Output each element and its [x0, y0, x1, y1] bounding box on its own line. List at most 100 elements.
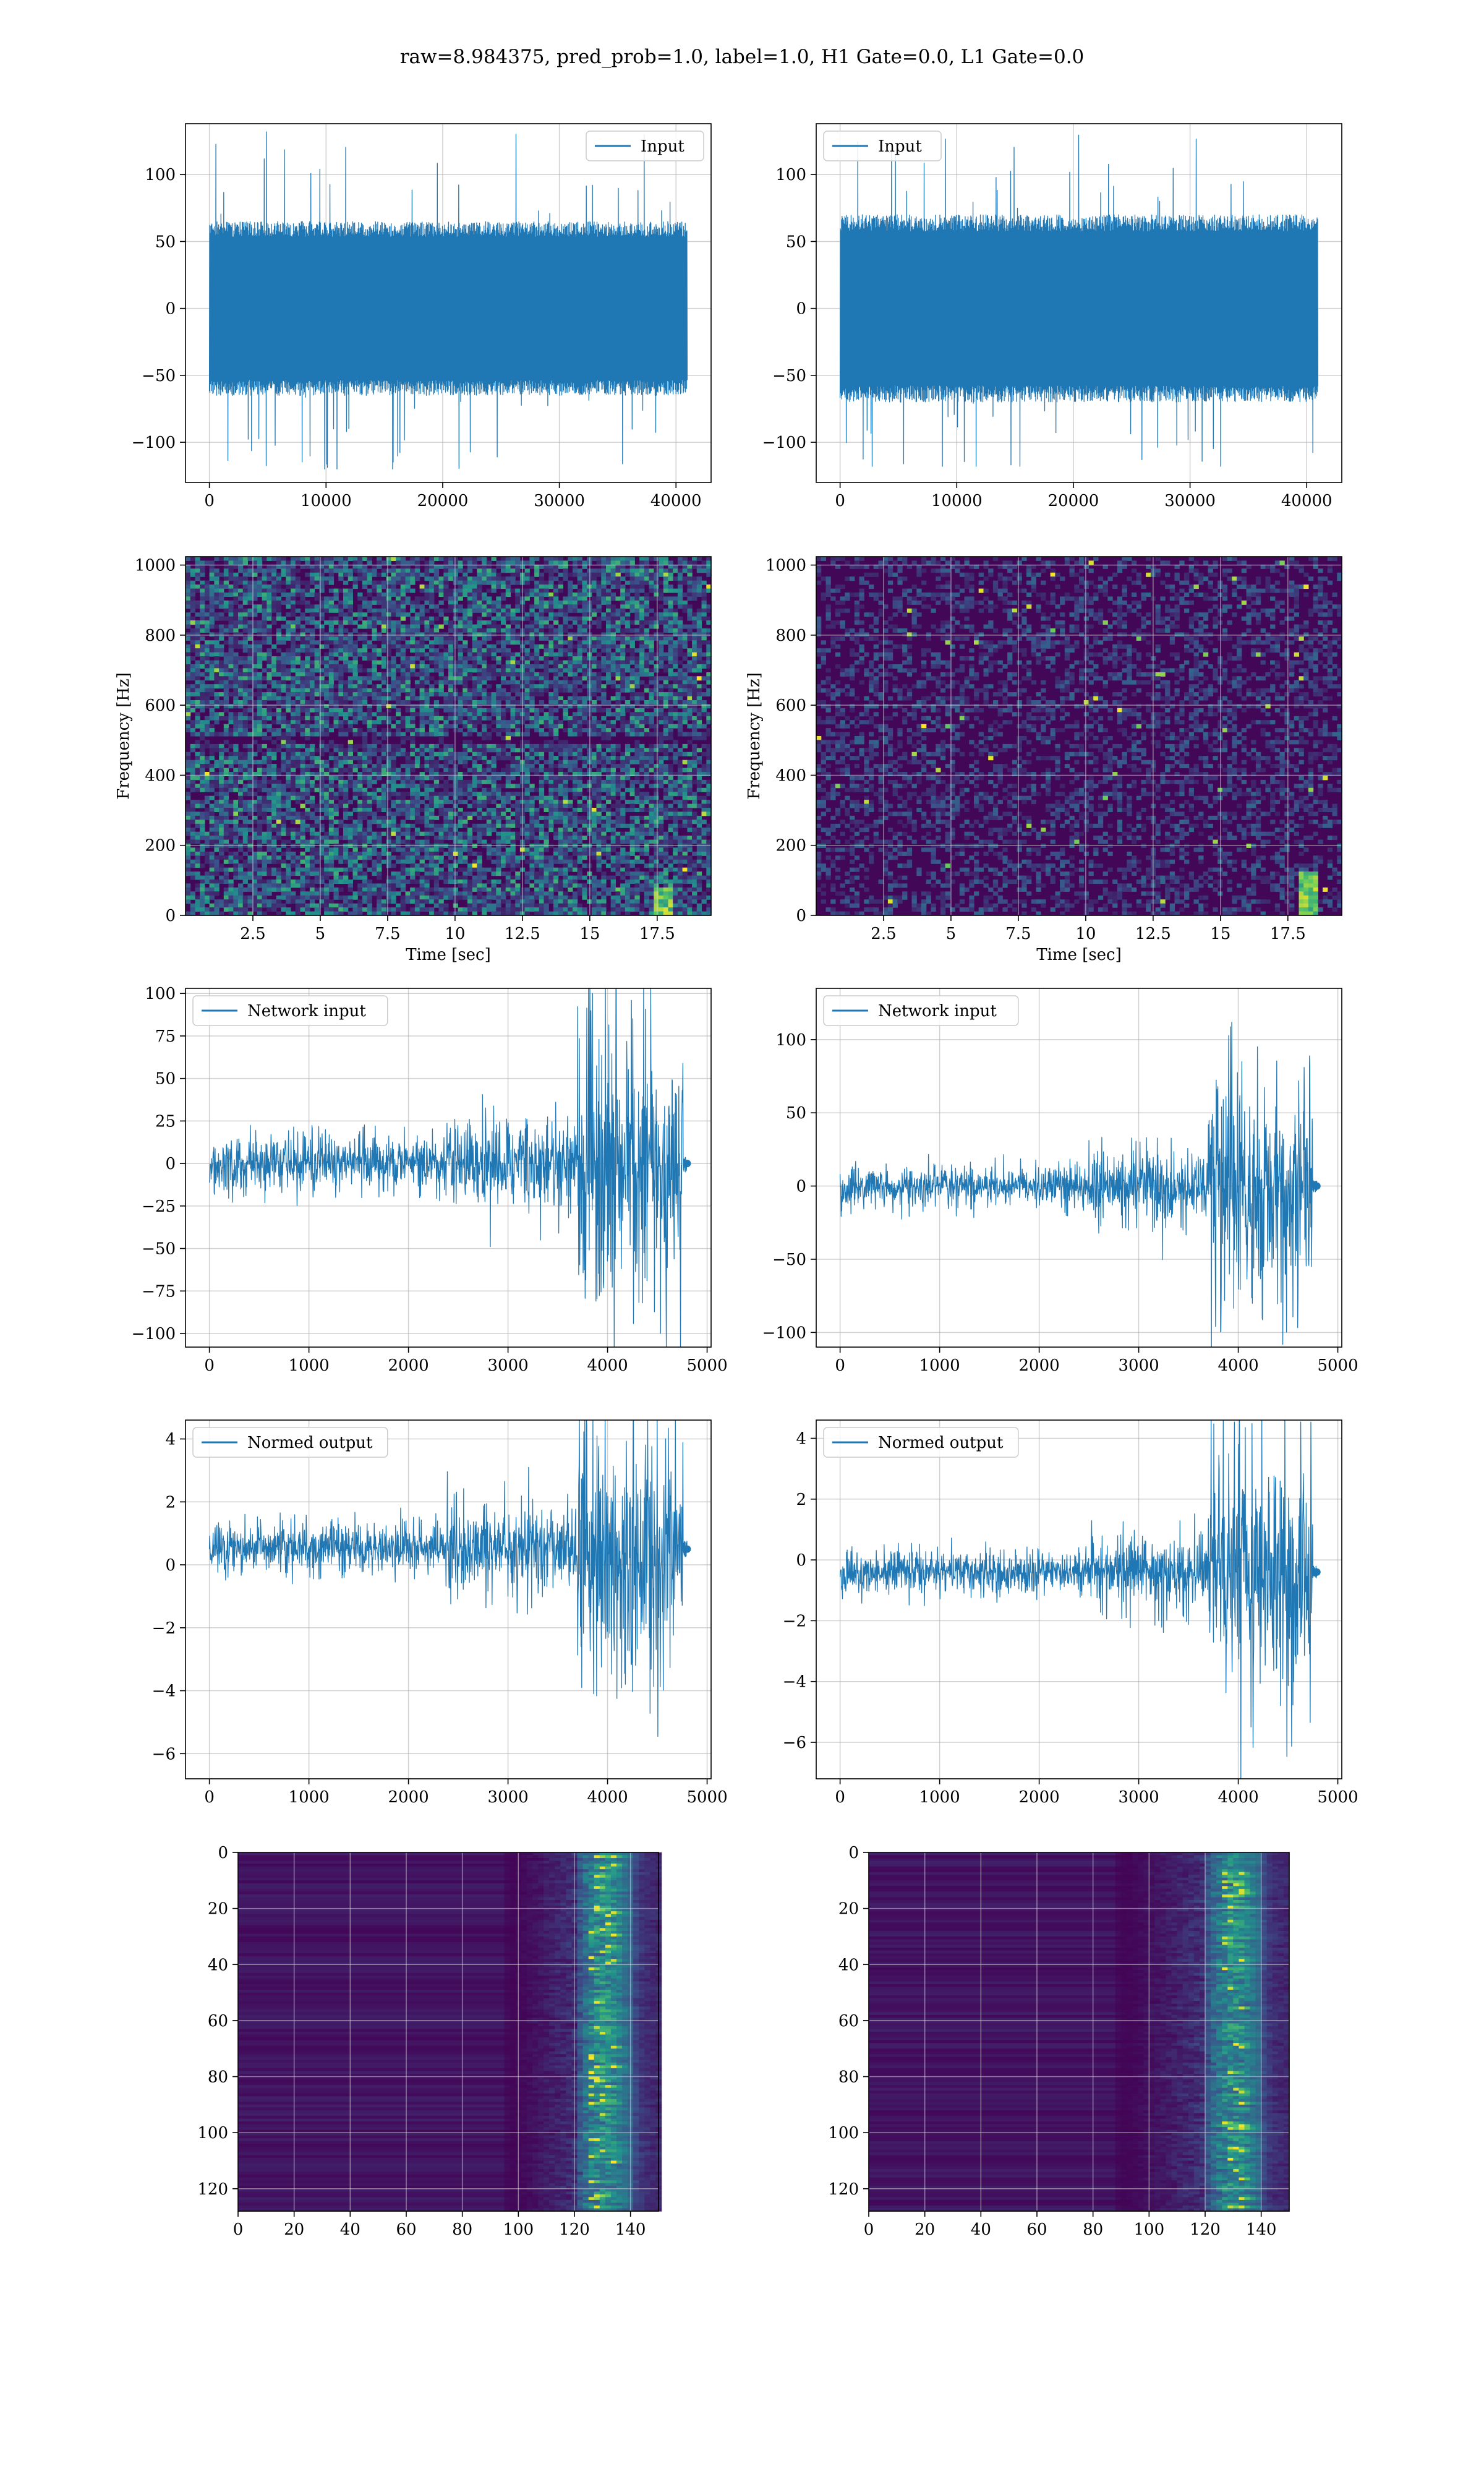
heatmap-cell: [663, 751, 668, 756]
heatmap-cell: [610, 743, 616, 748]
heatmap-cell: [687, 779, 693, 784]
heatmap-cell: [501, 648, 506, 653]
heatmap-cell: [701, 560, 707, 565]
heatmap-cell: [453, 632, 458, 637]
heatmap-cell: [233, 688, 239, 693]
heatmap-cell: [195, 644, 200, 649]
heatmap-cell: [515, 764, 521, 769]
heatmap-cell: [400, 580, 406, 585]
heatmap-cell: [281, 732, 286, 737]
heatmap-cell: [620, 684, 626, 689]
heatmap-cell: [433, 656, 440, 661]
heatmap-cell: [281, 660, 286, 665]
heatmap-cell: [634, 700, 640, 704]
heatmap-cell: [467, 708, 473, 713]
heatmap-cell: [367, 779, 372, 784]
heatmap-cell: [419, 684, 425, 689]
heatmap-cell: [204, 604, 210, 609]
heatmap-cell: [396, 720, 401, 725]
heatmap-cell: [228, 593, 234, 597]
heatmap-cell: [233, 784, 239, 789]
heatmap-cell: [362, 684, 368, 689]
heatmap-cell: [309, 568, 315, 573]
heatmap-cell: [271, 748, 277, 753]
heatmap-cell: [596, 772, 602, 776]
heatmap-cell: [242, 743, 248, 748]
heatmap-cell: [534, 724, 540, 729]
heatmap-cell: [544, 668, 549, 673]
heatmap-cell: [515, 568, 521, 573]
heatmap-cell: [233, 787, 239, 792]
heatmap-cell: [228, 612, 234, 617]
heatmap-cell: [328, 776, 335, 781]
heatmap-cell: [692, 620, 697, 625]
heatmap-cell: [529, 624, 535, 629]
heatmap-cell: [625, 560, 631, 565]
heatmap-cell: [400, 668, 406, 673]
heatmap-cell: [501, 680, 506, 685]
heatmap-cell: [381, 604, 387, 609]
heatmap-cell: [396, 628, 401, 633]
heatmap-cell: [601, 692, 607, 697]
heatmap-cell: [572, 768, 578, 773]
heatmap-cell: [606, 776, 612, 781]
heatmap-cell: [524, 764, 530, 769]
heatmap-cell: [639, 748, 645, 753]
heatmap-cell: [391, 676, 396, 681]
heatmap-cell: [319, 580, 325, 585]
heatmap-cell: [286, 692, 291, 697]
heatmap-cell: [252, 604, 258, 609]
heatmap-cell: [687, 704, 693, 709]
heatmap-cell: [568, 640, 573, 645]
heatmap-cell: [701, 708, 707, 713]
heatmap-cell: [591, 568, 597, 573]
heatmap-cell: [367, 784, 372, 789]
heatmap-cell: [701, 664, 707, 669]
heatmap-cell: [238, 712, 244, 717]
heatmap-cell: [539, 776, 545, 781]
heatmap-cell: [400, 751, 406, 756]
heatmap-cell: [687, 772, 693, 776]
heatmap-cell: [639, 612, 645, 617]
heatmap-cell: [515, 604, 521, 609]
heatmap-cell: [419, 743, 425, 748]
heatmap-cell: [477, 668, 482, 673]
heatmap-cell: [515, 564, 521, 569]
heatmap-cell: [300, 776, 305, 781]
heatmap-cell: [572, 656, 578, 661]
heatmap-cell: [286, 612, 291, 617]
heatmap-cell: [195, 787, 200, 792]
heatmap-cell: [362, 748, 368, 753]
heatmap-cell: [644, 700, 650, 704]
heatmap-cell: [654, 712, 659, 717]
heatmap-cell: [295, 580, 301, 585]
heatmap-cell: [649, 716, 654, 721]
heatmap-cell: [629, 588, 635, 593]
heatmap-cell: [333, 593, 339, 597]
heatmap-cell: [682, 720, 688, 725]
heatmap-cell: [482, 680, 487, 685]
heatmap-cell: [572, 672, 578, 677]
heatmap-cell: [606, 708, 612, 713]
heatmap-cell: [219, 676, 224, 681]
x-tick-label: 10000: [931, 492, 983, 510]
heatmap-cell: [615, 756, 621, 761]
heatmap-cell: [544, 620, 549, 625]
heatmap-cell: [496, 728, 501, 733]
heatmap-cell: [410, 716, 416, 721]
heatmap-cell: [505, 743, 511, 748]
heatmap-cell: [644, 596, 650, 601]
heatmap-cell: [291, 656, 296, 661]
heatmap-cell: [606, 624, 612, 629]
heatmap-cell: [548, 668, 554, 673]
heatmap-cell: [491, 648, 497, 653]
heatmap-cell: [654, 588, 659, 593]
heatmap-cell: [486, 564, 492, 569]
heatmap-cell: [596, 660, 602, 665]
heatmap-cell: [601, 632, 607, 637]
heatmap-cell: [238, 557, 244, 561]
heatmap-cell: [367, 608, 372, 613]
heatmap-cell: [701, 743, 707, 748]
heatmap-cell: [386, 704, 391, 709]
heatmap-cell: [405, 660, 411, 665]
